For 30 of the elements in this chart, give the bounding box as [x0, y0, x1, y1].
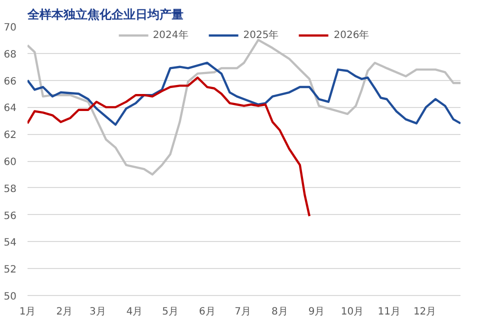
y-tick-label: 64 — [4, 103, 17, 114]
legend-label: 2024年 — [152, 29, 188, 42]
y-tick-label: 54 — [4, 238, 17, 249]
y-tick-label: 70 — [4, 22, 17, 34]
x-tick-label: 8月 — [272, 306, 288, 318]
x-tick-label: 6月 — [198, 306, 216, 318]
legend-label: 2025年 — [243, 29, 279, 42]
y-tick-label: 52 — [4, 264, 17, 276]
line-series — [28, 62, 460, 126]
x-tick-label: 5月 — [162, 306, 178, 318]
line-series — [28, 76, 311, 218]
y-tick-label: 56 — [4, 210, 17, 222]
x-tick-label: 2月 — [56, 306, 73, 318]
x-tick-label: 9月 — [308, 306, 325, 318]
x-tick-label: 3月 — [90, 306, 106, 318]
line-series — [28, 38, 460, 176]
y-tick-label: 50 — [4, 292, 17, 302]
x-tick-label: 7月 — [234, 306, 252, 318]
y-tick-label: 66 — [4, 76, 17, 88]
x-tick-label: 10月 — [340, 306, 364, 318]
y-tick-label: 58 — [4, 184, 17, 195]
y-tick-label: 62 — [4, 130, 17, 142]
x-tick-label: 4月 — [126, 306, 143, 318]
y-tick-label: 60 — [4, 157, 17, 168]
chart-title: 全样本独立焦化企业日均产量 — [26, 8, 184, 22]
x-tick-label: 1月 — [19, 306, 36, 318]
x-tick-label: 11月 — [378, 306, 400, 318]
x-tick-label: 12月 — [413, 306, 436, 318]
legend-label: 2026年 — [334, 29, 370, 42]
y-tick-label: 68 — [4, 49, 17, 60]
